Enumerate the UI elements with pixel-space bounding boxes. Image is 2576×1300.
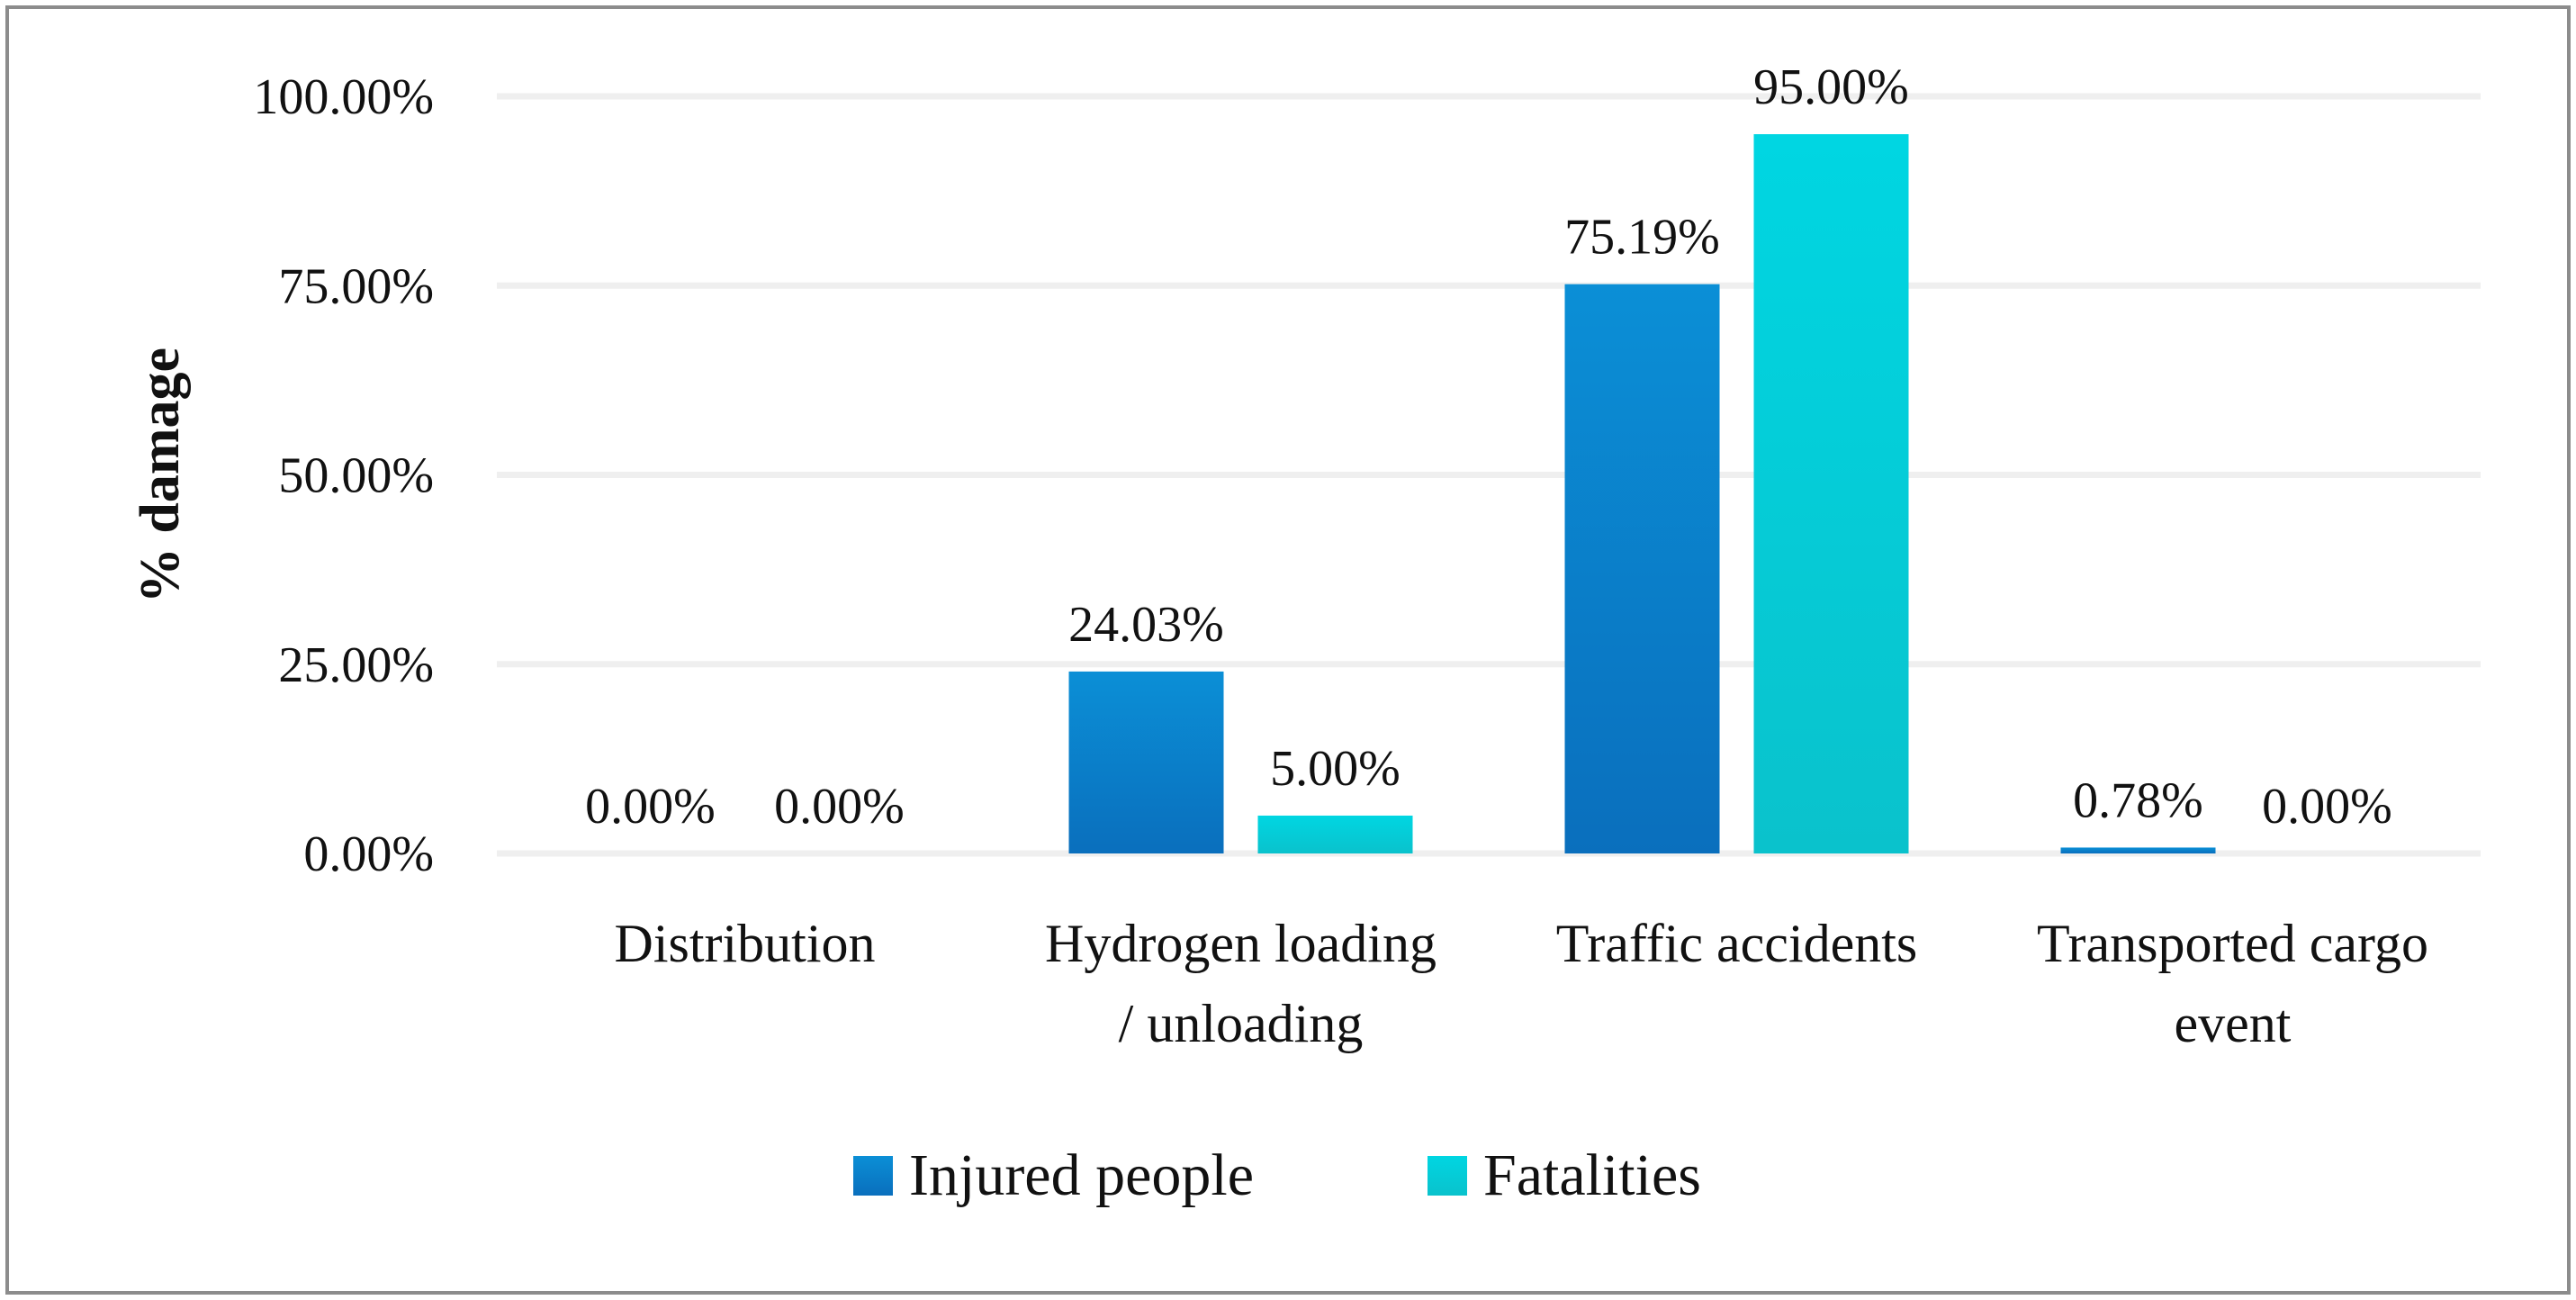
chart-frame	[5, 5, 2571, 1295]
category-label: Distribution	[614, 914, 875, 973]
data-label-fatalities: 0.00%	[2262, 779, 2392, 835]
data-label-fatalities: 5.00%	[1270, 741, 1401, 797]
legend-swatch-fatalities	[1428, 1156, 1467, 1196]
legend-swatch-injured-people	[853, 1156, 893, 1196]
y-tick-label: 25.00%	[278, 637, 434, 693]
data-label-injured-people: 75.19%	[1564, 210, 1720, 266]
y-tick-label: 75.00%	[278, 258, 434, 314]
bar-injured-people	[1564, 284, 1720, 853]
y-axis-label: % damage	[130, 348, 191, 603]
category-label: Traffic accidents	[1556, 914, 1918, 973]
y-axis-ticks: 0.00% 25.00% 50.00% 75.00% 100.00%	[253, 69, 434, 882]
data-label-injured-people: 0.00%	[585, 779, 716, 835]
x-axis-categories: Distribution Hydrogen loading / unloading T…	[614, 914, 2427, 1053]
legend-label-injured-people: Injured people	[909, 1142, 1254, 1208]
y-tick-label: 100.00%	[253, 69, 434, 125]
bar-fatalities	[1753, 134, 1909, 854]
category-label: Hydrogen loading	[1045, 914, 1437, 973]
bar-injured-people	[2060, 847, 2216, 853]
category-label: / unloading	[1119, 994, 1364, 1053]
y-tick-label: 50.00%	[278, 448, 434, 504]
legend: Injured people Fatalities	[853, 1142, 1701, 1208]
data-label-injured-people: 0.78%	[2073, 772, 2203, 828]
bar-fatalities	[1257, 815, 1413, 853]
data-label-injured-people: 24.03%	[1068, 597, 1224, 653]
category-label: Transported cargo	[2037, 914, 2428, 973]
data-labels: 0.00% 0.00% 24.03% 5.00% 75.19% 95.00% 0.78% 0.…	[585, 59, 2392, 835]
legend-label-fatalities: Fatalities	[1483, 1142, 1701, 1208]
category-label: event	[2175, 994, 2292, 1053]
data-label-fatalities: 95.00%	[1753, 59, 1909, 115]
y-tick-label: 0.00%	[303, 826, 434, 882]
data-label-fatalities: 0.00%	[774, 779, 905, 835]
bar-injured-people	[1068, 671, 1224, 853]
bars	[1068, 134, 2216, 854]
